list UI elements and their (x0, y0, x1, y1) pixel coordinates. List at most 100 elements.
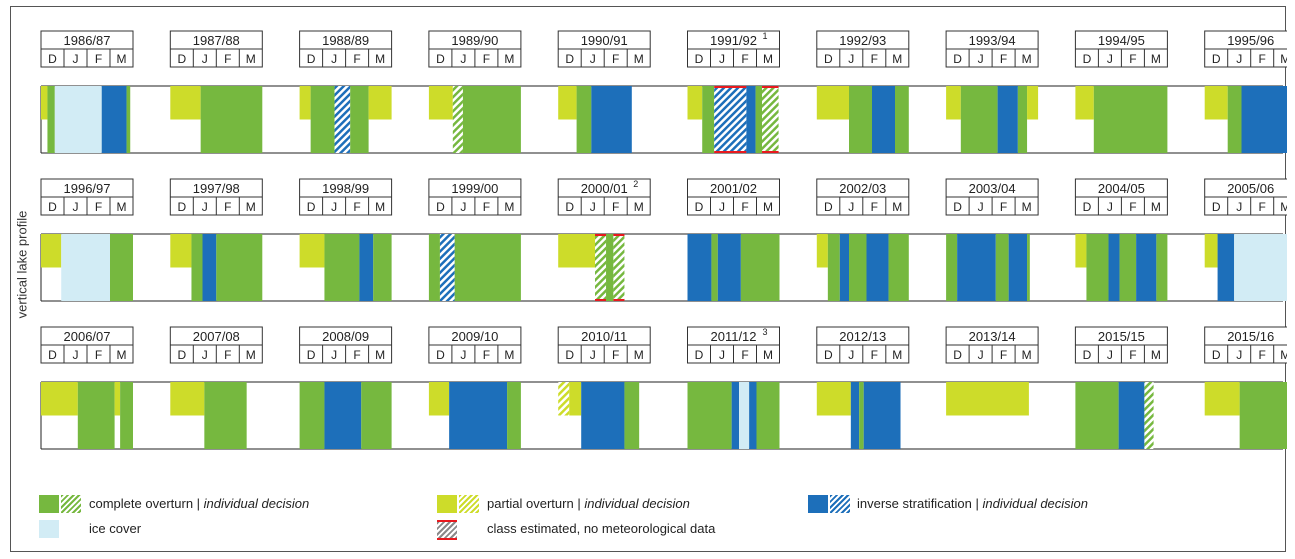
segment-inverse (863, 382, 901, 449)
month-label-J: J (331, 200, 337, 214)
month-label-M: M (117, 348, 127, 362)
segment-complete (216, 234, 263, 301)
segment-inverse (1108, 234, 1120, 301)
segment-partial (41, 382, 78, 416)
month-label-J: J (848, 200, 854, 214)
segment-partial (1204, 234, 1218, 268)
legend-swatch-partial (437, 495, 457, 513)
month-label-M: M (117, 200, 127, 214)
month-label-J: J (73, 200, 79, 214)
segment-partial (569, 382, 582, 416)
segment-inverse (839, 234, 849, 301)
segment-complete (960, 86, 998, 153)
winter-label: 1992/93 (839, 33, 886, 48)
segment-partial (558, 234, 595, 268)
winter-1992-93: 1992/93 D J F M (816, 30, 910, 153)
segment-inverse (850, 382, 860, 449)
month-label-M: M (1022, 52, 1032, 66)
segment-partial (1075, 86, 1094, 120)
segment-complete (299, 382, 325, 449)
winter-label: 1997/98 (193, 181, 240, 196)
month-label-M: M (504, 200, 514, 214)
segment-complete (859, 382, 864, 449)
segment-inverse (749, 382, 757, 449)
winter-1987-88: 1987/88 D J F M (169, 30, 263, 153)
winter-label: 2000/01 (581, 181, 628, 196)
winter-2000-01: 2000/01 2 D J F M (557, 178, 651, 301)
segment-inverse (717, 234, 741, 301)
segment-ice (1234, 234, 1287, 301)
month-label-F: F (741, 348, 748, 362)
winter-label: 2010/11 (581, 329, 627, 344)
month-label-D: D (1212, 200, 1221, 214)
month-label-J: J (1107, 52, 1113, 66)
segment-partial (41, 234, 62, 268)
segment-inverse-individual (439, 234, 455, 301)
segment-complete (624, 382, 640, 449)
month-label-M: M (246, 200, 256, 214)
segment-complete-individual (762, 86, 779, 153)
month-label-F: F (483, 52, 490, 66)
month-label-J: J (460, 348, 466, 362)
segment-partial (428, 86, 453, 120)
month-label-M: M (1280, 52, 1287, 66)
month-label-M: M (1151, 348, 1161, 362)
segment-inverse (872, 86, 895, 153)
segment-partial (41, 86, 48, 120)
legend-swatch-complete-hatched (61, 495, 81, 513)
winter-1998-99: 1998/99 D J F M (299, 178, 393, 301)
month-label-J: J (73, 52, 79, 66)
legend-complete: complete overturn | individual decision (89, 496, 309, 511)
winter-label: 1999/00 (451, 181, 498, 196)
segment-partial (558, 86, 577, 120)
segment-inverse (101, 86, 127, 153)
segment-complete (1119, 234, 1137, 301)
legend-swatch-inverse (808, 495, 828, 513)
segment-complete (756, 382, 780, 449)
month-label-J: J (1107, 200, 1113, 214)
segment-complete (702, 86, 715, 153)
month-label-M: M (504, 348, 514, 362)
winter-label: 2013/14 (969, 329, 1016, 344)
winter-1989-90: 1989/90 D J F M (428, 30, 522, 153)
month-label-D: D (1083, 52, 1092, 66)
winter-1996-97: 1996/97 D J F M (40, 178, 134, 301)
winter-2015-16: 2015/16 D J F M (1204, 326, 1287, 449)
winter-2006-07: 2006/07 D J F M (40, 326, 134, 449)
segment-inverse-individual (334, 86, 351, 153)
legend-ice: ice cover (89, 521, 142, 536)
month-label-D: D (824, 52, 833, 66)
month-label-M: M (1280, 200, 1287, 214)
segment-complete (576, 86, 592, 153)
segment-complete (120, 382, 133, 449)
segment-complete (77, 382, 115, 449)
segment-inverse (746, 86, 756, 153)
segment-complete (687, 382, 732, 449)
legend-separator: | (193, 496, 204, 511)
month-label-D: D (48, 200, 57, 214)
month-label-F: F (871, 200, 878, 214)
segment-inverse (687, 234, 712, 301)
month-label-J: J (1236, 52, 1242, 66)
month-label-M: M (375, 348, 385, 362)
winter-label: 2005/06 (1227, 181, 1274, 196)
winter-label: 2009/10 (451, 329, 498, 344)
winter-label: 2008/09 (322, 329, 369, 344)
winter-1990-91: 1990/91 D J F M (557, 30, 651, 153)
winter-label: 1994/95 (1098, 33, 1145, 48)
month-label-F: F (1000, 200, 1007, 214)
segment-complete (1086, 234, 1109, 301)
segment-partial (816, 86, 849, 120)
winter-label: 2007/08 (193, 329, 240, 344)
segment-complete (1227, 86, 1242, 153)
segment-complete (755, 86, 763, 153)
segment-complete (711, 234, 718, 301)
month-label-D: D (436, 200, 445, 214)
month-label-M: M (246, 348, 256, 362)
month-label-F: F (1259, 348, 1266, 362)
legend-partial-label: partial overturn (487, 496, 574, 511)
month-label-M: M (1151, 200, 1161, 214)
winter-2008-09: 2008/09 D J F M (299, 326, 393, 449)
segment-partial (816, 382, 851, 416)
